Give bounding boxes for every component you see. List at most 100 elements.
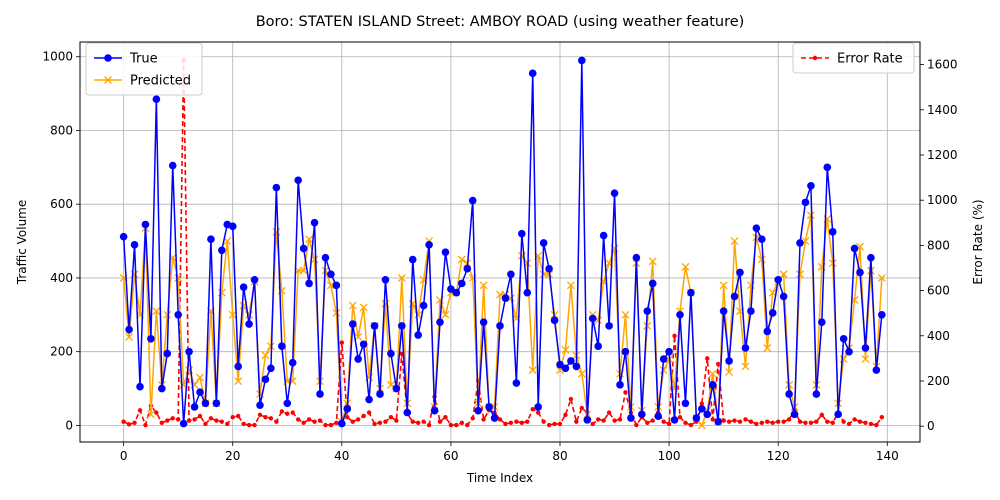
point-error-rate — [274, 419, 279, 424]
legend-marker-true — [104, 54, 112, 62]
point-true — [632, 253, 641, 262]
point-error-rate — [803, 420, 808, 425]
point-error-rate — [726, 419, 732, 424]
point-true — [747, 307, 755, 315]
point-predicted — [725, 367, 734, 376]
legend-label-error-rate: Error Rate — [837, 52, 903, 67]
point-error-rate — [421, 419, 426, 424]
point-error-rate — [459, 420, 465, 425]
point-true — [736, 268, 744, 277]
point-error-rate — [235, 413, 241, 419]
point-true — [867, 253, 875, 262]
point-error-rate — [454, 422, 459, 428]
point-true — [561, 364, 570, 373]
point-true — [801, 198, 810, 207]
point-true — [316, 390, 324, 398]
point-error-rate — [143, 422, 148, 428]
point-error-rate — [568, 396, 574, 402]
point-predicted — [528, 366, 537, 375]
point-true — [185, 347, 193, 356]
point-true — [119, 232, 128, 241]
point-true — [839, 334, 848, 343]
x-tick-label: 0 — [120, 449, 128, 463]
point-true — [501, 294, 510, 303]
point-true — [168, 161, 177, 170]
point-error-rate — [301, 420, 306, 425]
y-left-tick-label: 1000 — [42, 50, 73, 64]
point-error-rate — [710, 417, 715, 422]
point-error-rate — [781, 419, 786, 424]
point-error-rate — [759, 420, 765, 425]
y-left-tick-label: 800 — [50, 123, 73, 137]
point-true — [207, 235, 215, 244]
point-predicted — [348, 301, 357, 310]
point-true — [643, 307, 652, 315]
point-true — [338, 419, 346, 428]
point-true — [436, 318, 444, 326]
point-true — [141, 220, 150, 229]
y-right-tick-label: 200 — [927, 374, 950, 388]
point-true — [272, 183, 281, 192]
point-true — [779, 292, 788, 301]
point-error-rate — [546, 422, 552, 428]
point-predicted — [441, 310, 450, 319]
point-true — [768, 309, 777, 317]
point-error-rate — [170, 416, 175, 421]
point-error-rate — [377, 420, 383, 425]
point-true — [610, 189, 619, 197]
point-error-rate — [426, 422, 432, 428]
point-true — [179, 419, 188, 428]
point-true — [425, 240, 433, 249]
y-right-tick-label: 1200 — [927, 148, 958, 162]
point-error-rate — [154, 410, 159, 415]
legend-box — [85, 42, 203, 96]
point-predicted — [305, 235, 314, 244]
point-true — [594, 342, 602, 350]
point-true — [392, 384, 401, 393]
y-axis-right: 0 200 400 600 800 1000 1200 1400 1600 — [920, 58, 958, 433]
point-error-rate — [775, 419, 781, 424]
point-true — [812, 390, 821, 398]
legend-marker-predicted — [104, 76, 112, 84]
point-error-rate — [645, 420, 650, 425]
point-predicted — [621, 310, 630, 319]
point-true — [136, 382, 144, 391]
legend-right: Error Rate — [792, 42, 915, 74]
series-layer — [119, 56, 886, 430]
point-error-rate — [830, 420, 835, 425]
point-error-rate — [503, 421, 508, 427]
point-true — [785, 390, 793, 398]
point-error-rate — [814, 419, 819, 424]
point-true — [256, 401, 264, 409]
point-true — [201, 399, 210, 408]
point-true — [348, 320, 357, 328]
point-true — [545, 264, 553, 273]
series-line-predicted — [122, 215, 883, 427]
point-predicted — [730, 237, 739, 246]
x-tick-label: 120 — [767, 449, 790, 463]
point-true — [790, 410, 799, 419]
point-true — [370, 322, 379, 330]
point-predicted — [332, 309, 341, 317]
point-error-rate — [383, 419, 388, 424]
point-error-rate — [852, 417, 857, 422]
point-error-rate — [339, 340, 345, 345]
point-true — [125, 325, 133, 334]
point-true — [648, 279, 657, 288]
point-true — [627, 414, 635, 422]
point-error-rate — [557, 421, 563, 427]
point-error-rate — [563, 412, 568, 418]
point-true — [578, 56, 586, 65]
point-predicted — [310, 255, 319, 264]
point-error-rate — [688, 422, 694, 428]
point-error-rate — [879, 414, 885, 420]
point-true — [681, 399, 690, 408]
point-true — [196, 388, 204, 397]
point-predicted — [174, 273, 183, 282]
point-true — [250, 275, 259, 284]
point-error-rate — [579, 405, 585, 411]
point-error-rate — [754, 421, 759, 427]
point-true — [267, 364, 275, 373]
point-true — [670, 416, 679, 424]
point-true — [354, 355, 362, 363]
